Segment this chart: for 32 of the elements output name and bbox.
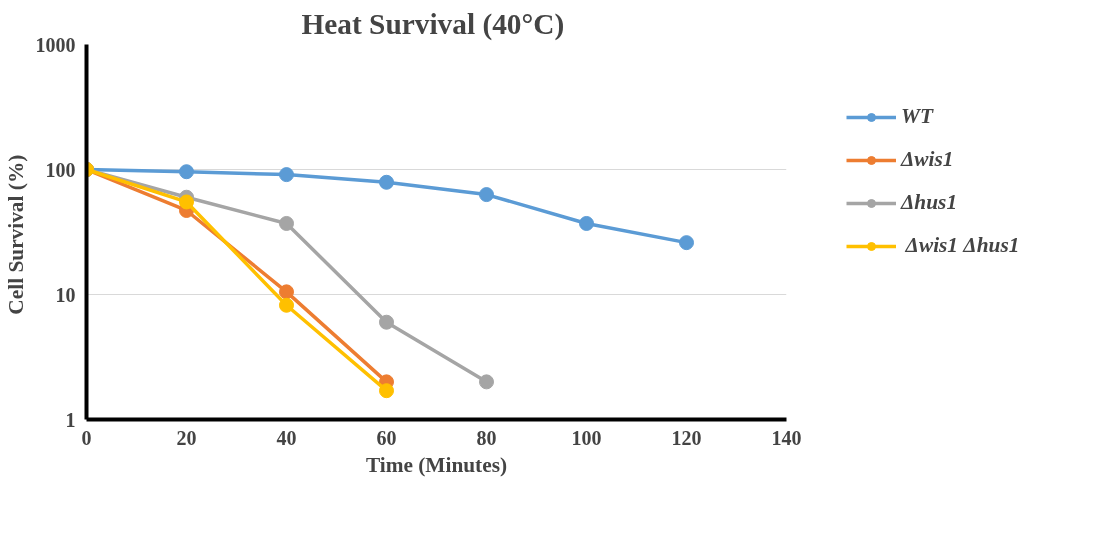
x-tick-label: 100 xyxy=(571,426,602,449)
y-axis-title: Cell Survival (%) xyxy=(3,154,28,315)
x-tick-label: 0 xyxy=(81,426,92,449)
point xyxy=(579,215,594,231)
y-tick-label: 100 xyxy=(45,158,76,181)
point xyxy=(279,215,294,231)
point xyxy=(179,164,194,180)
x-tick-label: 40 xyxy=(276,426,297,449)
point xyxy=(479,374,494,390)
legend-label: Δwis1 xyxy=(901,147,954,172)
legend-label: Δhus1 xyxy=(901,190,958,215)
x-tick-label: 140 xyxy=(771,426,802,449)
x-tick-label: 20 xyxy=(176,426,197,449)
y-tick-label: 10 xyxy=(55,283,76,306)
point xyxy=(379,174,394,190)
point xyxy=(379,383,394,399)
y-tick-label: 1 xyxy=(65,408,76,431)
point xyxy=(379,314,394,330)
x-axis-title: Time (Minutes) xyxy=(365,452,508,477)
chart-title: Heat Survival (40°C) xyxy=(301,7,565,41)
point xyxy=(479,187,494,203)
y-tick-label: 1000 xyxy=(35,33,76,56)
point xyxy=(279,297,294,313)
x-tick-label: 60 xyxy=(376,426,397,449)
legend-label: Δwis1 Δhus1 xyxy=(904,233,1020,258)
x-tick-label: 120 xyxy=(671,426,702,449)
point xyxy=(279,167,294,183)
point xyxy=(279,284,294,300)
point xyxy=(679,235,694,251)
x-tick-label: 80 xyxy=(476,426,497,449)
legend-label: WT xyxy=(901,104,933,129)
point xyxy=(179,194,194,210)
